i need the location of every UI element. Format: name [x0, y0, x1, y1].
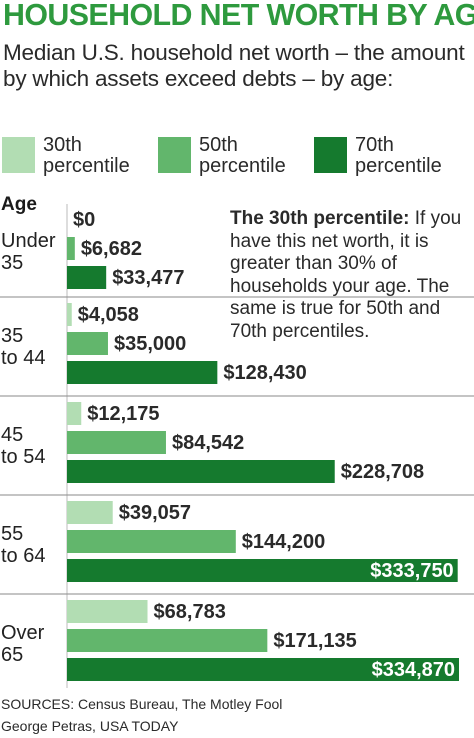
- bar-55-to-64-30th-percentile: [67, 501, 113, 524]
- annotation-text: If you have this net worth, it is greate…: [230, 208, 462, 342]
- legend-label-50th: 50th percentile: [199, 134, 286, 177]
- sources-credit: SOURCES: Census Bureau, The Motley Fool: [1, 696, 283, 712]
- age-label-35-to-44-line-2: to 44: [1, 347, 45, 369]
- legend-swatch-50th: [158, 137, 191, 173]
- age-label-45-to-54-line-2: to 54: [1, 446, 45, 468]
- bar-55-to-64-50th-percentile: [67, 530, 236, 553]
- age-label-under-35-line-1: Under: [1, 230, 56, 252]
- bar-35-to-44-30th-percentile: [67, 303, 72, 326]
- age-label-35-to-44-line-1: 35: [1, 325, 23, 347]
- bar-45-to-54-30th-percentile: [67, 402, 82, 425]
- age-label-over-65-line-1: Over: [1, 622, 45, 644]
- value-label-45-to-54-30th-percentile: $12,175: [87, 403, 159, 425]
- percentile-annotation: The 30th percentile: If you have this ne…: [230, 208, 470, 343]
- bar-under-35-50th-percentile: [67, 237, 75, 260]
- age-label-45-to-54-line-1: 45: [1, 424, 23, 446]
- age-label-55-to-64-line-2: to 64: [1, 545, 45, 567]
- value-label-over-65-50th-percentile: $171,135: [273, 630, 356, 652]
- annotation-heading: The 30th percentile:: [230, 208, 410, 229]
- legend-swatch-30th: [2, 137, 35, 173]
- value-label-35-to-44-70th-percentile: $128,430: [223, 362, 306, 384]
- bar-45-to-54-70th-percentile: [67, 460, 335, 483]
- value-label-under-35-50th-percentile: $6,682: [81, 238, 142, 260]
- value-label-under-35-30th-percentile: $0: [73, 209, 95, 231]
- value-label-over-65-70th-percentile: $334,870: [372, 659, 455, 681]
- value-label-55-to-64-70th-percentile: $333,750: [370, 560, 453, 582]
- age-label-55-to-64-line-1: 55: [1, 523, 23, 545]
- legend-swatch-70th: [314, 137, 347, 173]
- value-label-35-to-44-50th-percentile: $35,000: [114, 333, 186, 355]
- bar-under-35-70th-percentile: [67, 266, 107, 289]
- value-label-45-to-54-70th-percentile: $228,708: [341, 461, 424, 483]
- bar-35-to-44-50th-percentile: [67, 332, 108, 355]
- value-label-55-to-64-50th-percentile: $144,200: [242, 531, 325, 553]
- bar-over-65-50th-percentile: [67, 629, 268, 652]
- value-label-35-to-44-30th-percentile: $4,058: [78, 304, 139, 326]
- value-label-45-to-54-50th-percentile: $84,542: [172, 432, 244, 454]
- bar-35-to-44-70th-percentile: [67, 361, 218, 384]
- author-credit: George Petras, USA TODAY: [1, 718, 179, 734]
- page-title: HOUSEHOLD NET WORTH BY AGE: [3, 0, 474, 32]
- page-subtitle: Median U.S. household net worth – the am…: [3, 40, 465, 91]
- age-label-over-65-line-2: 65: [1, 644, 23, 666]
- value-label-55-to-64-30th-percentile: $39,057: [119, 502, 191, 524]
- bar-over-65-70th-percentile: [67, 658, 459, 681]
- legend-label-70th: 70th percentile: [355, 134, 442, 177]
- bar-45-to-54-50th-percentile: [67, 431, 166, 454]
- age-axis-header: Age: [1, 194, 37, 215]
- value-label-over-65-30th-percentile: $68,783: [154, 601, 226, 623]
- bar-over-65-30th-percentile: [67, 600, 148, 623]
- value-label-under-35-70th-percentile: $33,477: [112, 267, 184, 289]
- age-label-under-35-line-2: 35: [1, 252, 23, 274]
- legend-label-30th: 30th percentile: [43, 134, 130, 177]
- bar-55-to-64-70th-percentile: [67, 559, 458, 582]
